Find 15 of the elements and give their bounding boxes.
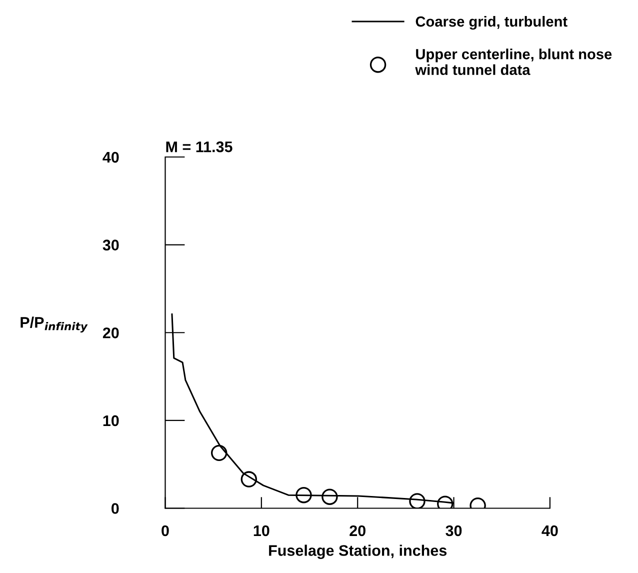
y-axis-title: P/P$_{infinity}$ [20,316,88,332]
text: M = 11.35 [166,141,232,152]
y-tick-label: 30 [102,240,119,251]
y-tick-label: 0 [112,503,119,514]
y-tick-label: 10 [103,415,119,426]
y-tick-label: 40 [102,152,119,163]
legend-label: Coarse grid, turbulent [416,16,568,30]
x-tick-label: 20 [350,525,366,536]
legend-label: Upper centerline, blunt nose wind tunnel data [415,48,612,76]
y-tick-label: 20 [102,327,119,338]
x-tick-label: 40 [542,525,558,536]
x-axis-title: Fuselage Station, inches [269,544,447,560]
x-tick-label: 0 [162,525,169,536]
x-tick-label: 10 [254,525,270,536]
x-tick-label: 30 [446,525,462,536]
